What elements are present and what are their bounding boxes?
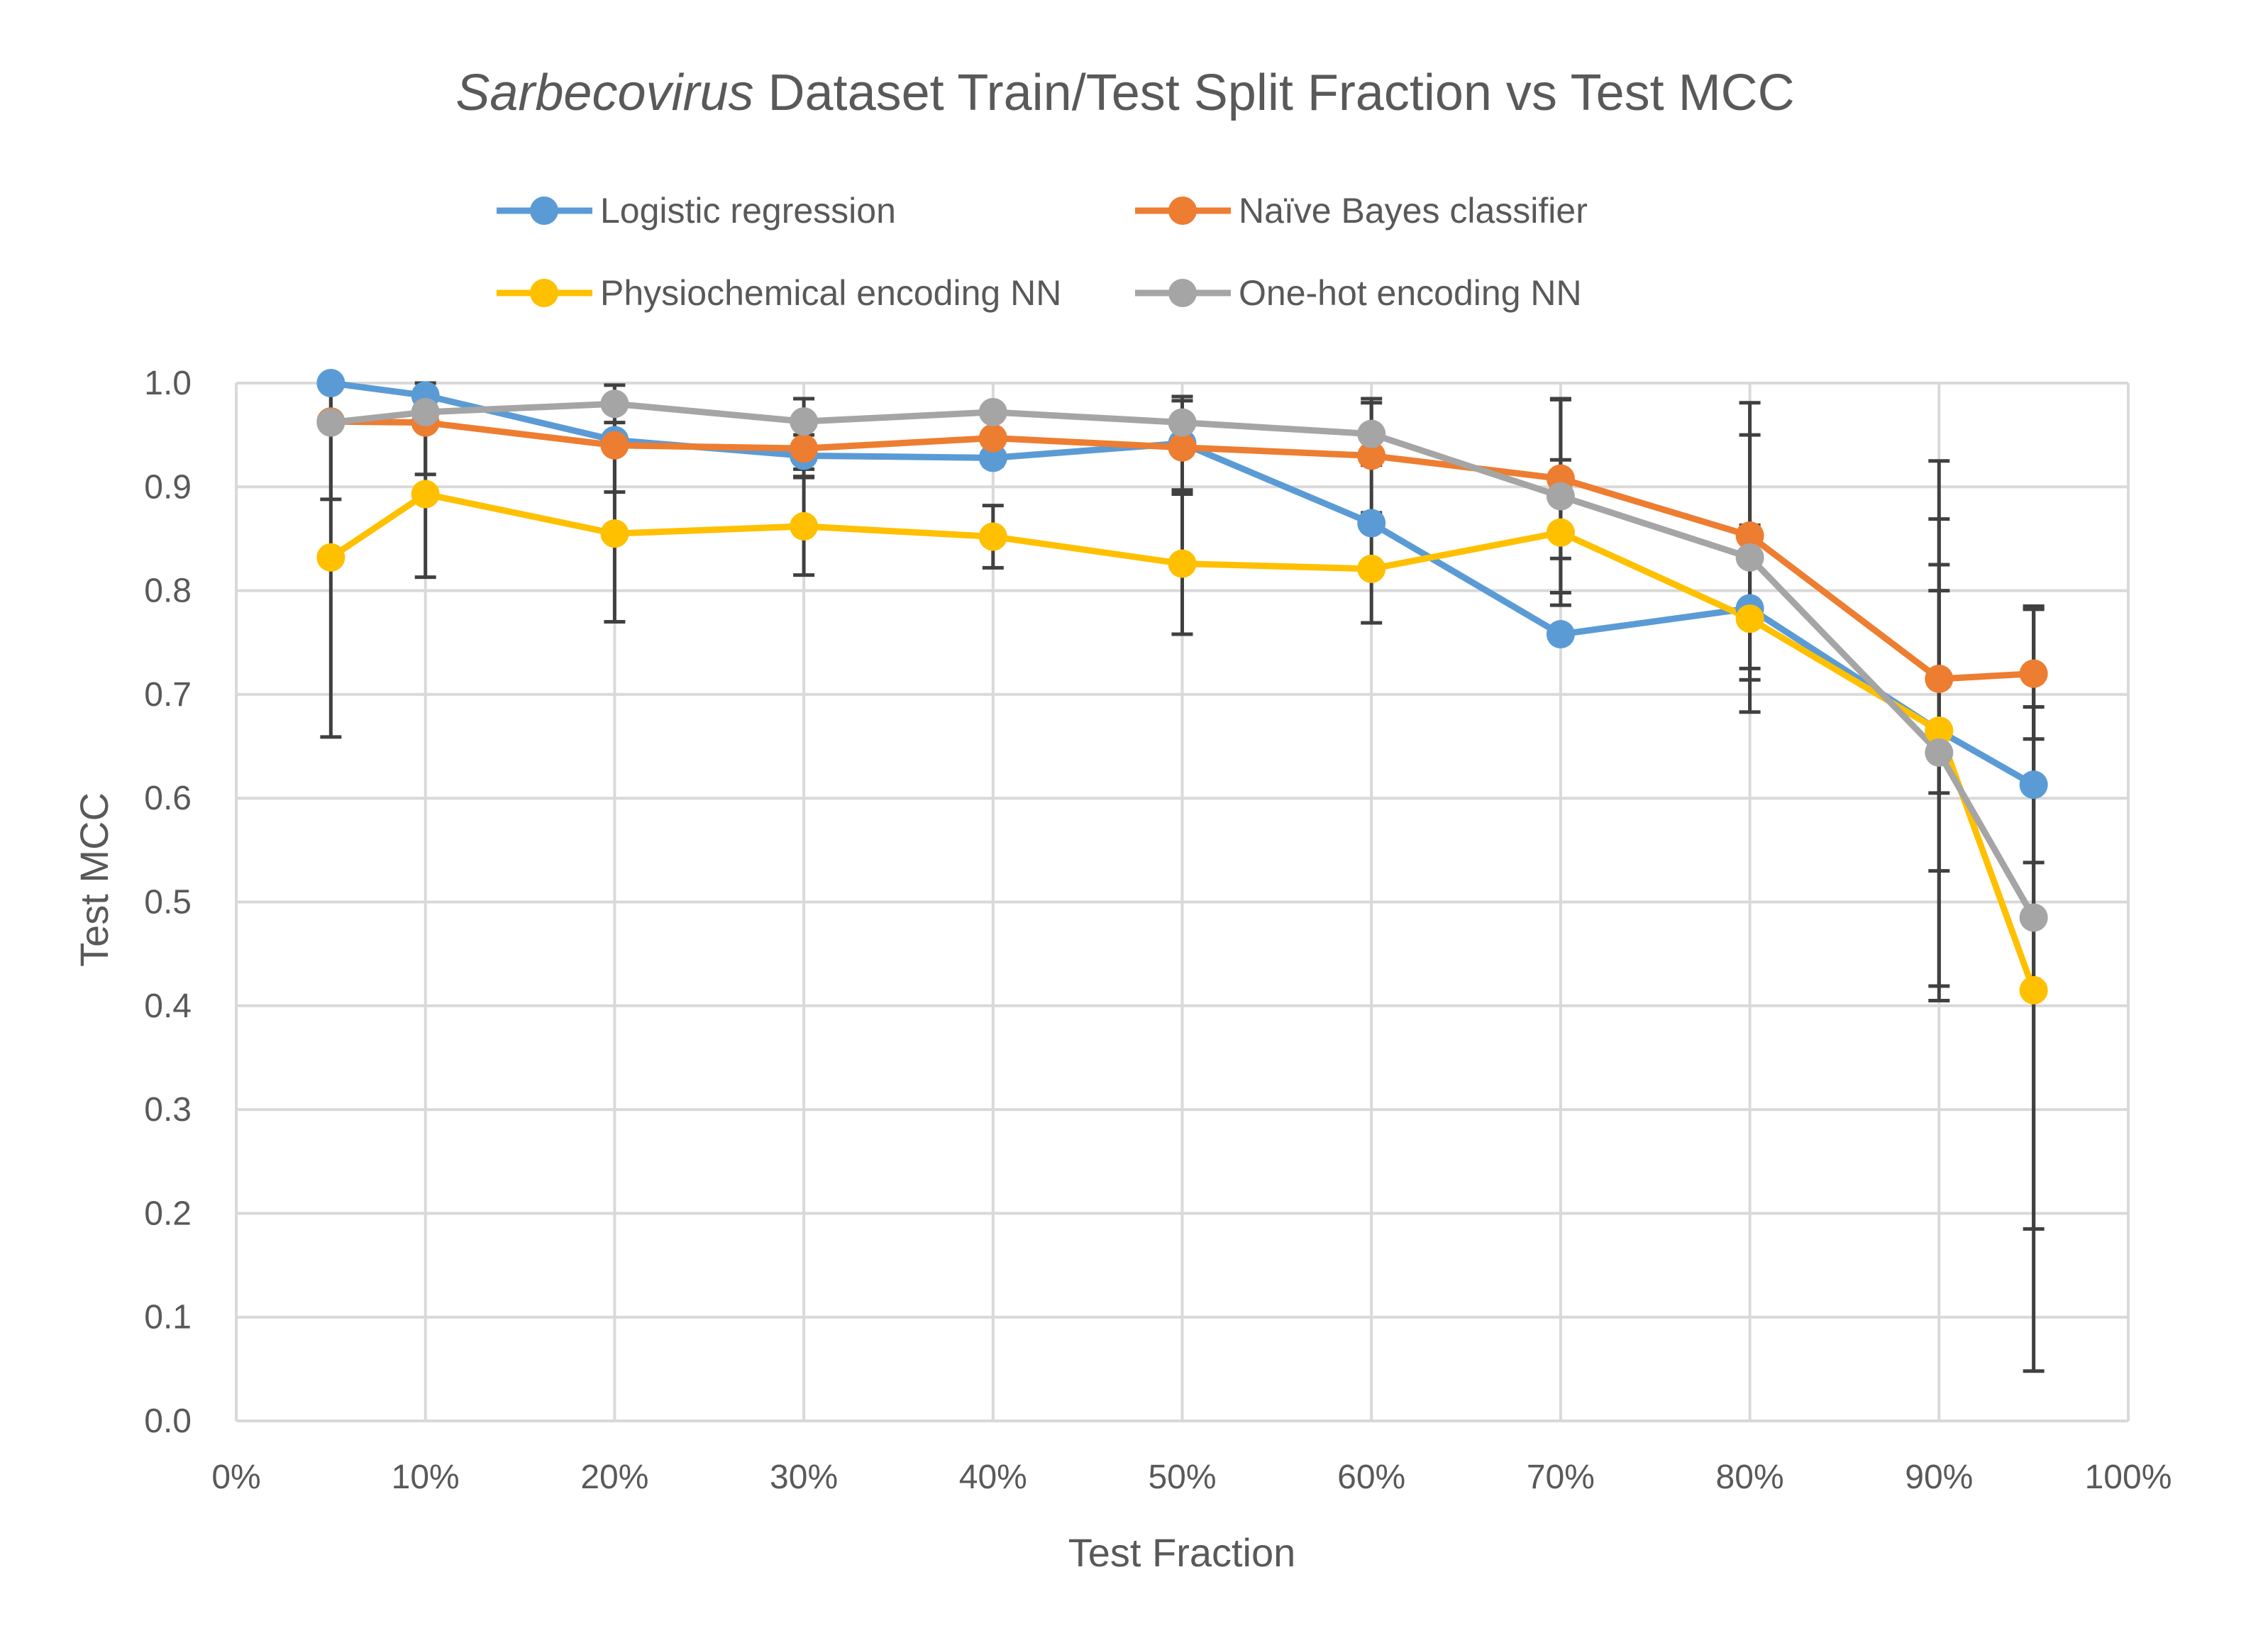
data-point-2-7: [1546, 518, 1575, 547]
y-tick-label-1: 0.1: [144, 1299, 192, 1337]
x-tick-label-7: 70%: [1527, 1459, 1595, 1496]
data-point-3-0: [316, 408, 345, 437]
chart-title-rest: Dataset Train/Test Split Fraction vs Tes…: [754, 65, 1795, 121]
y-tick-label-8: 0.8: [144, 572, 192, 610]
y-tick-label-0: 0.0: [144, 1402, 192, 1440]
x-tick-label-8: 80%: [1716, 1459, 1784, 1496]
data-point-0-7: [1546, 620, 1575, 649]
chart-title: Sarbecovirus Dataset Train/Test Split Fr…: [455, 65, 1794, 121]
y-tick-label-5: 0.5: [144, 884, 192, 922]
data-point-3-9: [1925, 738, 1954, 767]
x-tick-label-10: 100%: [2085, 1459, 2172, 1496]
data-point-2-5: [1168, 549, 1197, 578]
y-tick-label-10: 1.0: [144, 365, 192, 402]
data-point-1-6: [1357, 441, 1386, 470]
data-point-3-3: [790, 407, 819, 436]
y-axis-label: Test MCC: [72, 792, 116, 967]
data-point-0-10: [2019, 770, 2048, 799]
data-point-1-5: [1168, 433, 1197, 462]
data-point-3-2: [600, 389, 629, 419]
data-point-3-1: [411, 397, 440, 426]
data-point-0-4: [978, 443, 1007, 472]
y-tick-label-9: 0.9: [144, 468, 192, 506]
x-tick-label-2: 20%: [580, 1459, 648, 1496]
x-tick-label-0: 0%: [211, 1459, 260, 1496]
legend-label-0: Logistic regression: [600, 191, 896, 231]
y-tick-labels: 0.0 0.1 0.2 0.3 0.4 0.5 0.6 0.7 0.8 0.9 1.0: [144, 365, 192, 1440]
data-point-2-2: [600, 519, 629, 548]
data-point-2-6: [1357, 554, 1386, 583]
x-tick-labels: 0% 10% 20% 30% 40% 50% 60% 70% 80% 90% 100%: [211, 1459, 2172, 1496]
legend-label-2: Physiochemical encoding NN: [600, 273, 1061, 313]
data-point-2-10: [2019, 975, 2048, 1005]
legend-marker-2: [530, 279, 558, 307]
chart-title-italic: Sarbecovirus: [455, 65, 753, 121]
data-point-1-2: [600, 431, 629, 460]
data-point-2-9: [1925, 716, 1954, 746]
legend-marker-3: [1168, 279, 1197, 307]
legend-label-1: Naïve Bayes classifier: [1239, 191, 1588, 231]
x-tick-label-4: 40%: [959, 1459, 1027, 1496]
data-point-1-4: [978, 424, 1007, 453]
data-point-3-6: [1357, 419, 1386, 448]
data-point-1-10: [2019, 659, 2048, 688]
data-point-0-0: [316, 369, 345, 397]
x-tick-label-5: 50%: [1148, 1459, 1216, 1496]
y-tick-label-6: 0.6: [144, 780, 192, 817]
data-point-1-9: [1925, 664, 1954, 693]
y-tick-label-4: 0.4: [144, 987, 192, 1025]
legend-marker-1: [1168, 197, 1197, 225]
data-point-2-4: [978, 522, 1007, 551]
data-point-0-6: [1357, 509, 1386, 538]
data-point-2-1: [411, 480, 440, 509]
data-point-1-8: [1735, 521, 1764, 550]
data-point-3-10: [2019, 903, 2048, 932]
x-axis-label: Test Fraction: [1068, 1530, 1296, 1575]
data-point-3-5: [1168, 408, 1197, 437]
data-point-2-3: [790, 511, 819, 541]
data-point-1-3: [790, 434, 819, 463]
x-tick-label-9: 90%: [1905, 1459, 1973, 1496]
x-tick-label-6: 60%: [1337, 1459, 1405, 1496]
data-point-3-8: [1735, 543, 1764, 572]
data-point-2-8: [1735, 604, 1764, 633]
legend-label-3: One-hot encoding NN: [1239, 273, 1582, 313]
x-tick-label-1: 10%: [392, 1459, 460, 1496]
x-tick-label-3: 30%: [770, 1459, 838, 1496]
y-tick-label-7: 0.7: [144, 676, 192, 714]
y-tick-label-2: 0.2: [144, 1195, 192, 1232]
y-tick-label-3: 0.3: [144, 1091, 192, 1129]
data-point-3-7: [1546, 482, 1575, 511]
data-point-2-0: [316, 543, 345, 572]
data-point-3-4: [978, 397, 1007, 426]
legend-marker-0: [530, 197, 558, 225]
legend: Logistic regression Naïve Bayes classifie…: [497, 191, 1588, 313]
series-lines: [316, 369, 2048, 1005]
